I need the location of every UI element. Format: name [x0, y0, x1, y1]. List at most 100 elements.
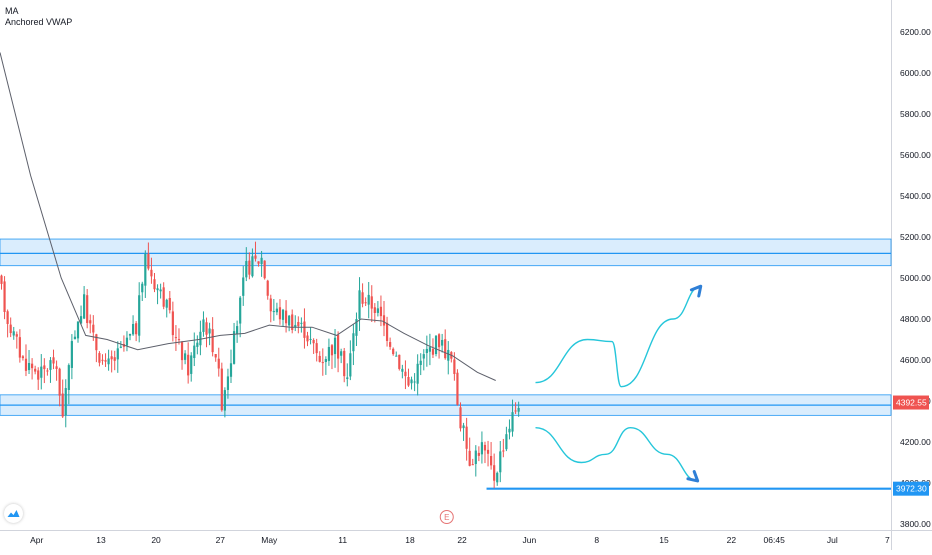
- candle-body: [70, 341, 73, 368]
- candle-body: [441, 339, 444, 346]
- x-tick-label: 22: [727, 535, 737, 545]
- candle-body: [346, 377, 349, 379]
- candle-body: [496, 472, 499, 483]
- candle-body: [306, 335, 309, 342]
- candle: [410, 376, 413, 390]
- candle-body: [232, 331, 236, 364]
- candle-body: [505, 434, 508, 450]
- candle-body: [177, 339, 181, 341]
- candle-body: [199, 331, 202, 346]
- candle-body: [465, 426, 468, 449]
- candle: [496, 471, 499, 486]
- candle: [444, 329, 447, 360]
- candle-body: [202, 319, 205, 332]
- candle-body: [327, 346, 331, 361]
- candle: [505, 426, 508, 452]
- x-tick-label: Jun: [523, 535, 537, 545]
- x-tick-label: Apr: [30, 535, 43, 545]
- candle: [15, 331, 18, 349]
- candle-body: [107, 358, 110, 365]
- candle-body: [67, 365, 70, 390]
- candle-body: [0, 275, 3, 284]
- candle: [55, 360, 58, 381]
- candle-body: [248, 260, 251, 275]
- candle-body: [288, 315, 291, 326]
- candle-body: [3, 281, 6, 312]
- candle-body: [15, 334, 18, 337]
- candle-body: [104, 360, 107, 362]
- candle: [309, 327, 312, 345]
- candle: [517, 401, 520, 417]
- candle: [98, 351, 101, 367]
- candle: [165, 298, 168, 318]
- candle-body: [361, 292, 364, 304]
- candle: [156, 284, 159, 305]
- event-marker-layer[interactable]: E: [439, 510, 454, 524]
- candle: [404, 360, 407, 390]
- candle: [367, 281, 370, 319]
- tradingview-logo-icon[interactable]: [4, 504, 23, 523]
- candle-body: [92, 324, 95, 333]
- candle-body: [168, 298, 171, 311]
- candle: [180, 341, 184, 370]
- time-axis[interactable]: Apr 13 20 27 May 11 18 22 Jun 8 15 22 06:45 Jul 7: [30, 535, 890, 545]
- candle-body: [9, 324, 12, 334]
- x-tick-label: 13: [96, 535, 106, 545]
- candle-body: [486, 449, 490, 454]
- candle: [193, 332, 196, 367]
- candle: [361, 283, 364, 308]
- candle-body: [73, 336, 77, 340]
- candle-body: [392, 348, 395, 355]
- event-circle: [439, 510, 454, 524]
- candle: [297, 316, 300, 334]
- candle: [239, 295, 242, 338]
- resistance-zone: [0, 238, 892, 267]
- candle-body: [456, 372, 459, 405]
- y-tick-label: 5800.00: [900, 109, 931, 119]
- candle-body: [64, 388, 67, 416]
- candle-body: [46, 370, 49, 372]
- candle-body: [437, 334, 441, 348]
- candle-body: [385, 322, 389, 341]
- candle: [395, 351, 398, 357]
- current-price-badge-bg: [893, 395, 929, 410]
- candle-body: [278, 307, 282, 320]
- candle-body: [223, 390, 226, 411]
- candle-body: [193, 345, 196, 359]
- earnings-event-icon[interactable]: E: [439, 510, 454, 524]
- moving-average-line: [0, 52, 496, 381]
- candle: [236, 320, 239, 343]
- candle: [128, 333, 132, 341]
- candle: [437, 333, 441, 359]
- candle-body: [340, 351, 343, 356]
- candle-body: [376, 308, 379, 313]
- candle-body: [358, 290, 361, 319]
- candle: [150, 257, 153, 284]
- candle-body: [468, 450, 471, 466]
- candle: [141, 281, 144, 302]
- indicator-ma-label[interactable]: MA: [5, 6, 19, 16]
- candle: [401, 364, 404, 379]
- candle-body: [18, 337, 21, 358]
- candle: [37, 367, 40, 390]
- candle-body: [434, 335, 438, 355]
- candle-body: [138, 295, 141, 336]
- candle-body: [254, 255, 257, 259]
- candle: [61, 379, 64, 419]
- candle: [3, 276, 6, 320]
- indicator-vwap-label[interactable]: Anchored VWAP: [5, 17, 73, 27]
- candle: [217, 347, 220, 377]
- candle: [321, 348, 324, 376]
- candle-body: [422, 354, 425, 359]
- candle-body: [251, 256, 254, 277]
- candle: [376, 301, 379, 317]
- candle: [370, 285, 373, 322]
- candle: [352, 323, 355, 366]
- candle: [251, 248, 254, 278]
- candle: [416, 354, 419, 396]
- x-tick-label: 20: [151, 535, 161, 545]
- candle-body: [471, 464, 474, 466]
- candle: [89, 314, 92, 334]
